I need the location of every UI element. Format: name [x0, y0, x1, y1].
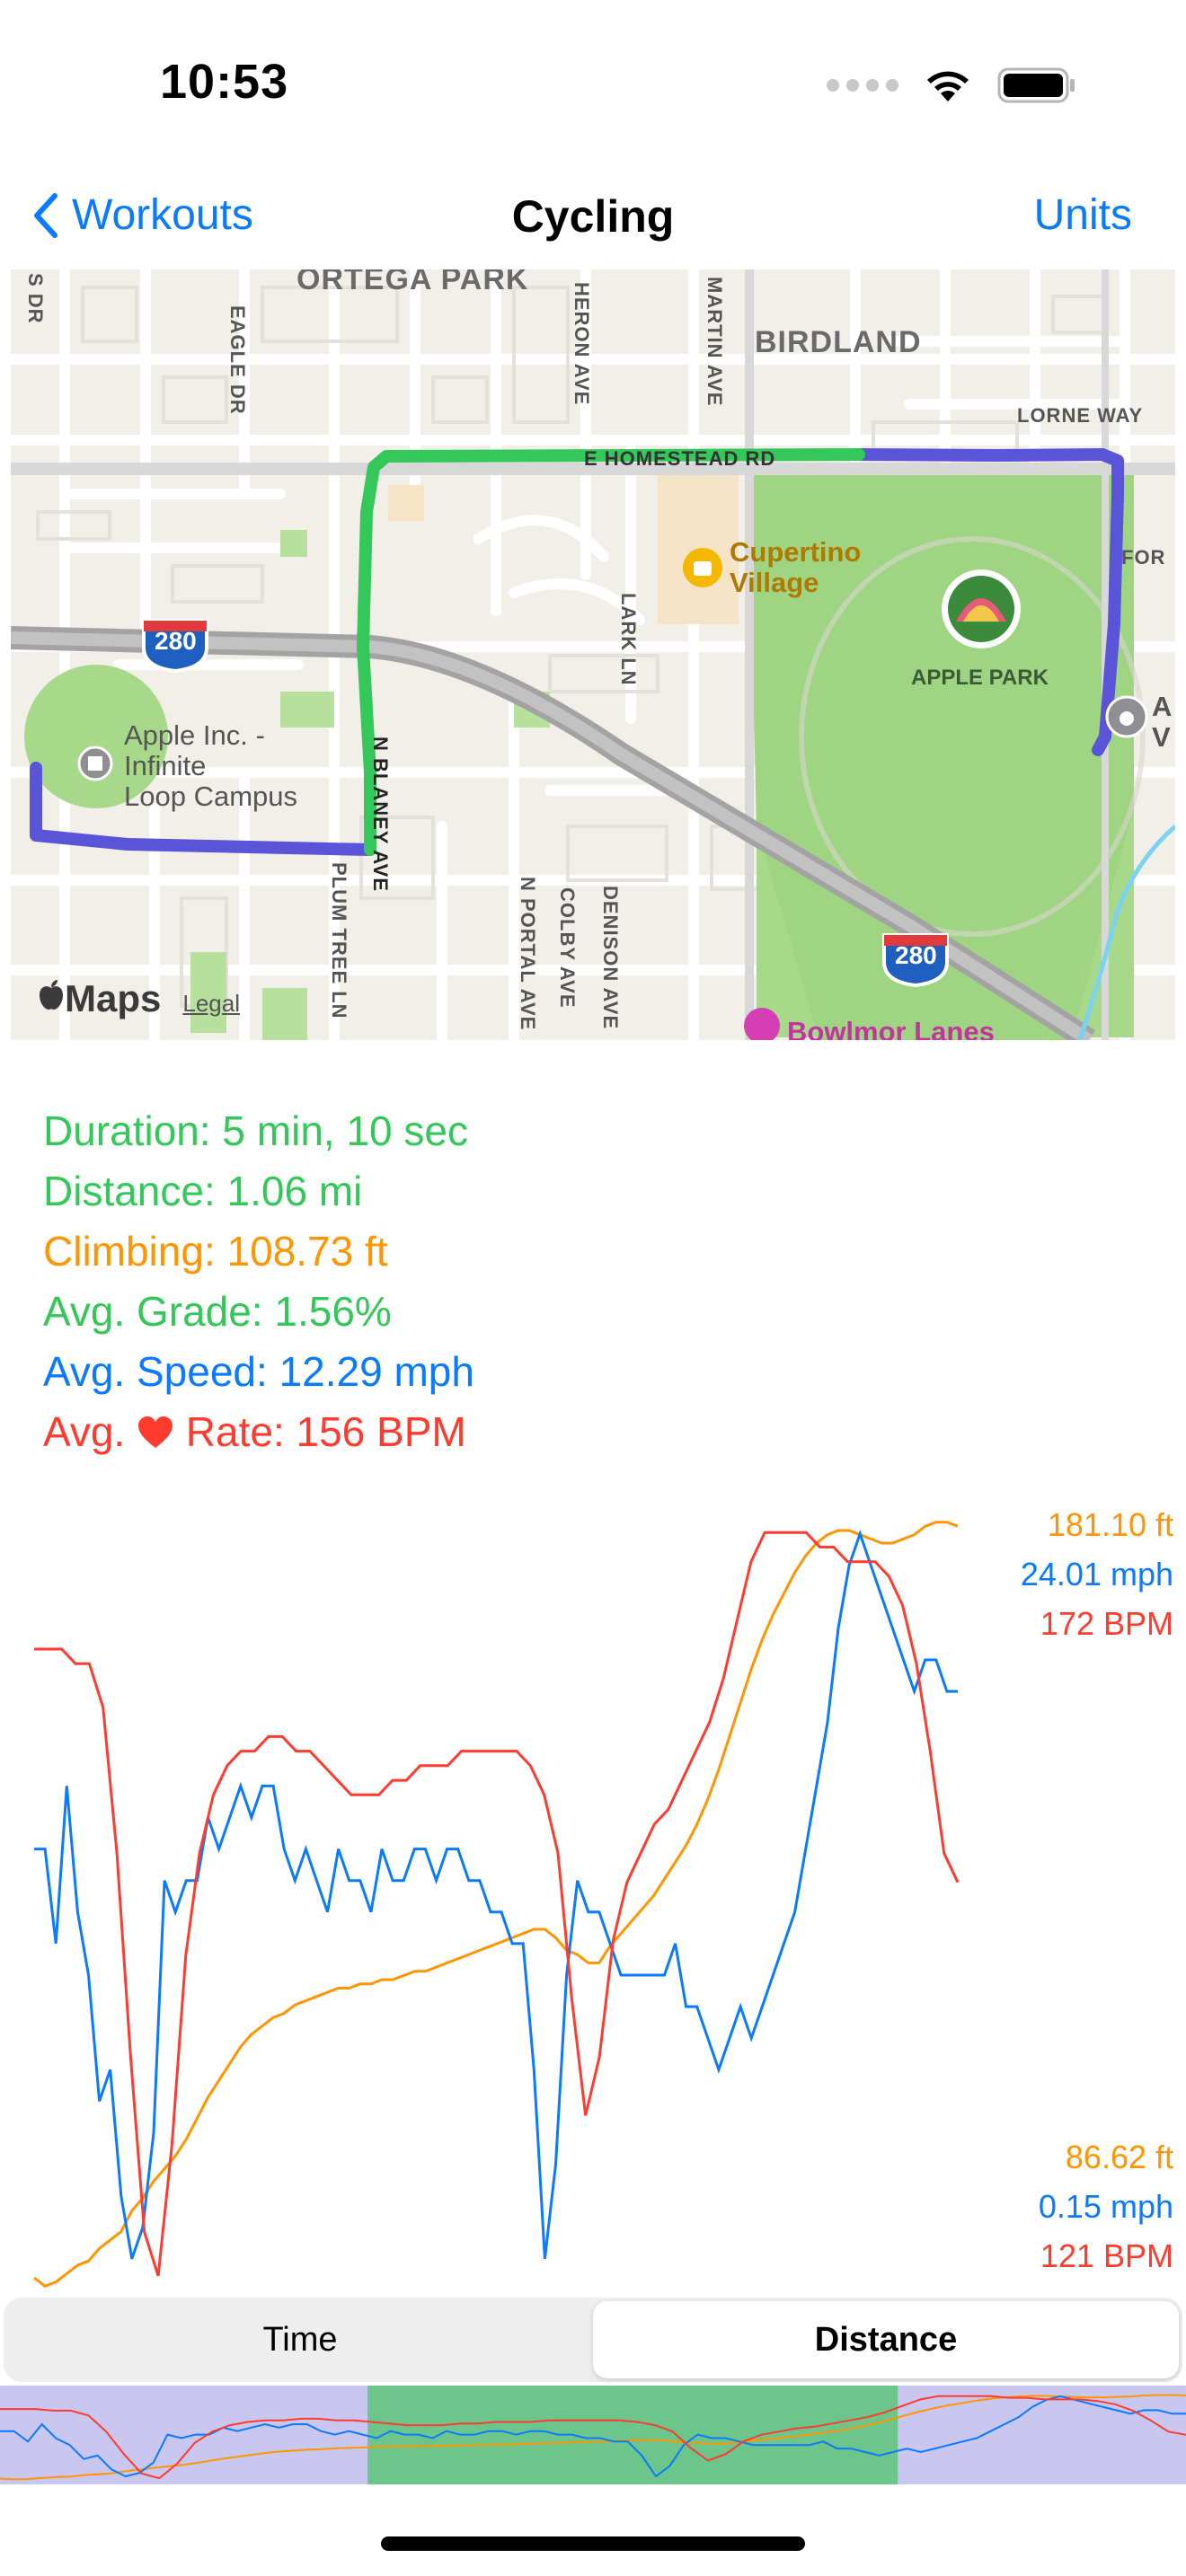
chart-canvas: [33, 1521, 960, 2288]
elevation-line: [33, 1521, 959, 2288]
speed-max-label: 24.01 mph: [1020, 1556, 1173, 1592]
road-label-n-portal-ave: N PORTAL AVE: [517, 877, 539, 1031]
poi-label-apple-visitor[interactable]: A V: [1152, 691, 1173, 753]
road-label-denison-ave: DENISON AVE: [599, 886, 622, 1030]
chart-max-labels: 181.10 ft 24.01 mph 172 BPM: [1021, 1500, 1173, 1648]
apple-logo-icon: [40, 980, 63, 1010]
road-label-heron-ave: HERON AVE: [571, 282, 593, 406]
commercial-block: [658, 463, 739, 624]
elevation-max-label: 181.10 ft: [1047, 1506, 1173, 1543]
area-label-ortega-park: ORTEGA PARK: [296, 269, 529, 296]
route-start-segment: [30, 762, 376, 856]
road-label-n-blaney-ave: N BLANEY AVE: [369, 737, 392, 892]
stat-avg-prefix: Avg.: [43, 1408, 137, 1455]
overview-selection[interactable]: [367, 2386, 898, 2484]
stat-climbing: Climbing: 108.73 ft: [43, 1228, 388, 1275]
commercial-block-small: [388, 485, 424, 521]
map-canvas: [11, 269, 1175, 1040]
nav-bar: Workouts Cycling Units: [0, 171, 1186, 269]
maps-attribution: Maps Legal: [38, 977, 240, 1020]
road-label-colby-ave: COLBY AVE: [556, 887, 579, 1009]
x-axis-segmented-control: Time Distance: [4, 2298, 1182, 2382]
overview-canvas: [0, 2386, 1186, 2484]
highway-shield-280-west: [142, 619, 208, 674]
workout-chart[interactable]: 181.10 ft 24.01 mph 172 BPM 86.62 ft 0.1…: [0, 1491, 1186, 2299]
stat-avg-speed: Avg. Speed: 12.29 mph: [43, 1348, 474, 1395]
poi-label-bowlmor-lanes[interactable]: Bowlmor Lanes: [787, 1016, 995, 1041]
overview-scrubber[interactable]: [0, 2386, 1186, 2484]
stat-rate-value: Rate: 156 BPM: [174, 1408, 466, 1455]
home-indicator[interactable]: [381, 2536, 805, 2551]
highway-label-280-west: 280: [155, 627, 197, 655]
status-time: 10:53: [160, 55, 289, 109]
elevation-min-label: 86.62 ft: [1065, 2139, 1173, 2175]
road-label-e-homestead-rd: E HOMESTEAD RD: [584, 447, 776, 470]
heart-rate-max-label: 172 BPM: [1040, 1605, 1173, 1642]
route-selected-segment: [357, 448, 865, 856]
poi-label-cupertino-village[interactable]: Cupertino Village: [730, 536, 862, 598]
road-label-s-dr: S DR: [24, 273, 47, 324]
maps-brand: Maps: [65, 977, 162, 1019]
road-label-for: FOR: [1121, 546, 1166, 569]
highway-shield-280-east: [882, 933, 949, 988]
battery-icon: [997, 67, 1075, 103]
apple-park-ring: [799, 536, 1146, 937]
stat-avg-heart-rate: Avg. Rate: 156 BPM: [43, 1402, 474, 1462]
road-label-martin-ave: MARTIN AVE: [704, 277, 726, 407]
speed-min-label: 0.15 mph: [1038, 2188, 1173, 2225]
stat-distance: Distance: 1.06 mi: [43, 1168, 363, 1214]
creek: [1077, 825, 1175, 1040]
route-map[interactable]: ORTEGA PARK BIRDLAND EAGLE DR HERON AVE …: [11, 269, 1175, 1040]
back-label: Workouts: [72, 191, 253, 239]
units-button[interactable]: Units: [1033, 191, 1132, 239]
poi-label-apple-infinite-loop[interactable]: Apple Inc. - Infinite Loop Campus: [124, 719, 298, 812]
back-button[interactable]: Workouts: [32, 190, 253, 240]
road-label-plum-tree-ln: PLUM TREE LN: [328, 862, 350, 1019]
chevron-left-icon: [34, 192, 58, 238]
road-label-eagle-dr: EAGLE DR: [226, 305, 249, 415]
status-icons: [827, 63, 1078, 108]
stat-duration: Duration: 5 min, 10 sec: [43, 1107, 469, 1154]
stat-avg-grade: Avg. Grade: 1.56%: [43, 1288, 392, 1335]
area-label-birdland: BIRDLAND: [755, 325, 922, 359]
speed-line: [34, 1529, 958, 2260]
overview-heart-rate-line: [0, 2395, 1186, 2480]
segment-time[interactable]: Time: [262, 2320, 338, 2359]
workout-stats: Duration: 5 min, 10 sec Distance: 1.06 m…: [43, 1101, 474, 1462]
road-label-lark-ln: LARK LN: [617, 593, 640, 686]
legal-link[interactable]: Legal: [182, 990, 240, 1017]
signal-dots-icon: [827, 79, 898, 92]
segment-distance[interactable]: Distance: [593, 2301, 1179, 2378]
wifi-icon: [927, 71, 969, 101]
heart-rate-min-label: 121 BPM: [1040, 2237, 1173, 2274]
overview-speed-line: [0, 2395, 1186, 2478]
poi-label-apple-park[interactable]: APPLE PARK: [911, 666, 1049, 690]
chart-min-labels: 86.62 ft 0.15 mph 121 BPM: [1039, 2132, 1173, 2280]
status-bar: 10:53: [0, 0, 1186, 171]
heart-rate-line: [34, 1531, 960, 2277]
overview-elevation-line: [0, 2394, 1186, 2481]
highway-label-280-east: 280: [895, 941, 937, 969]
fork-knife-icon: [744, 1008, 780, 1040]
heart-icon: [138, 1416, 173, 1448]
road-label-lorne-way: LORNE WAY: [1017, 404, 1144, 427]
